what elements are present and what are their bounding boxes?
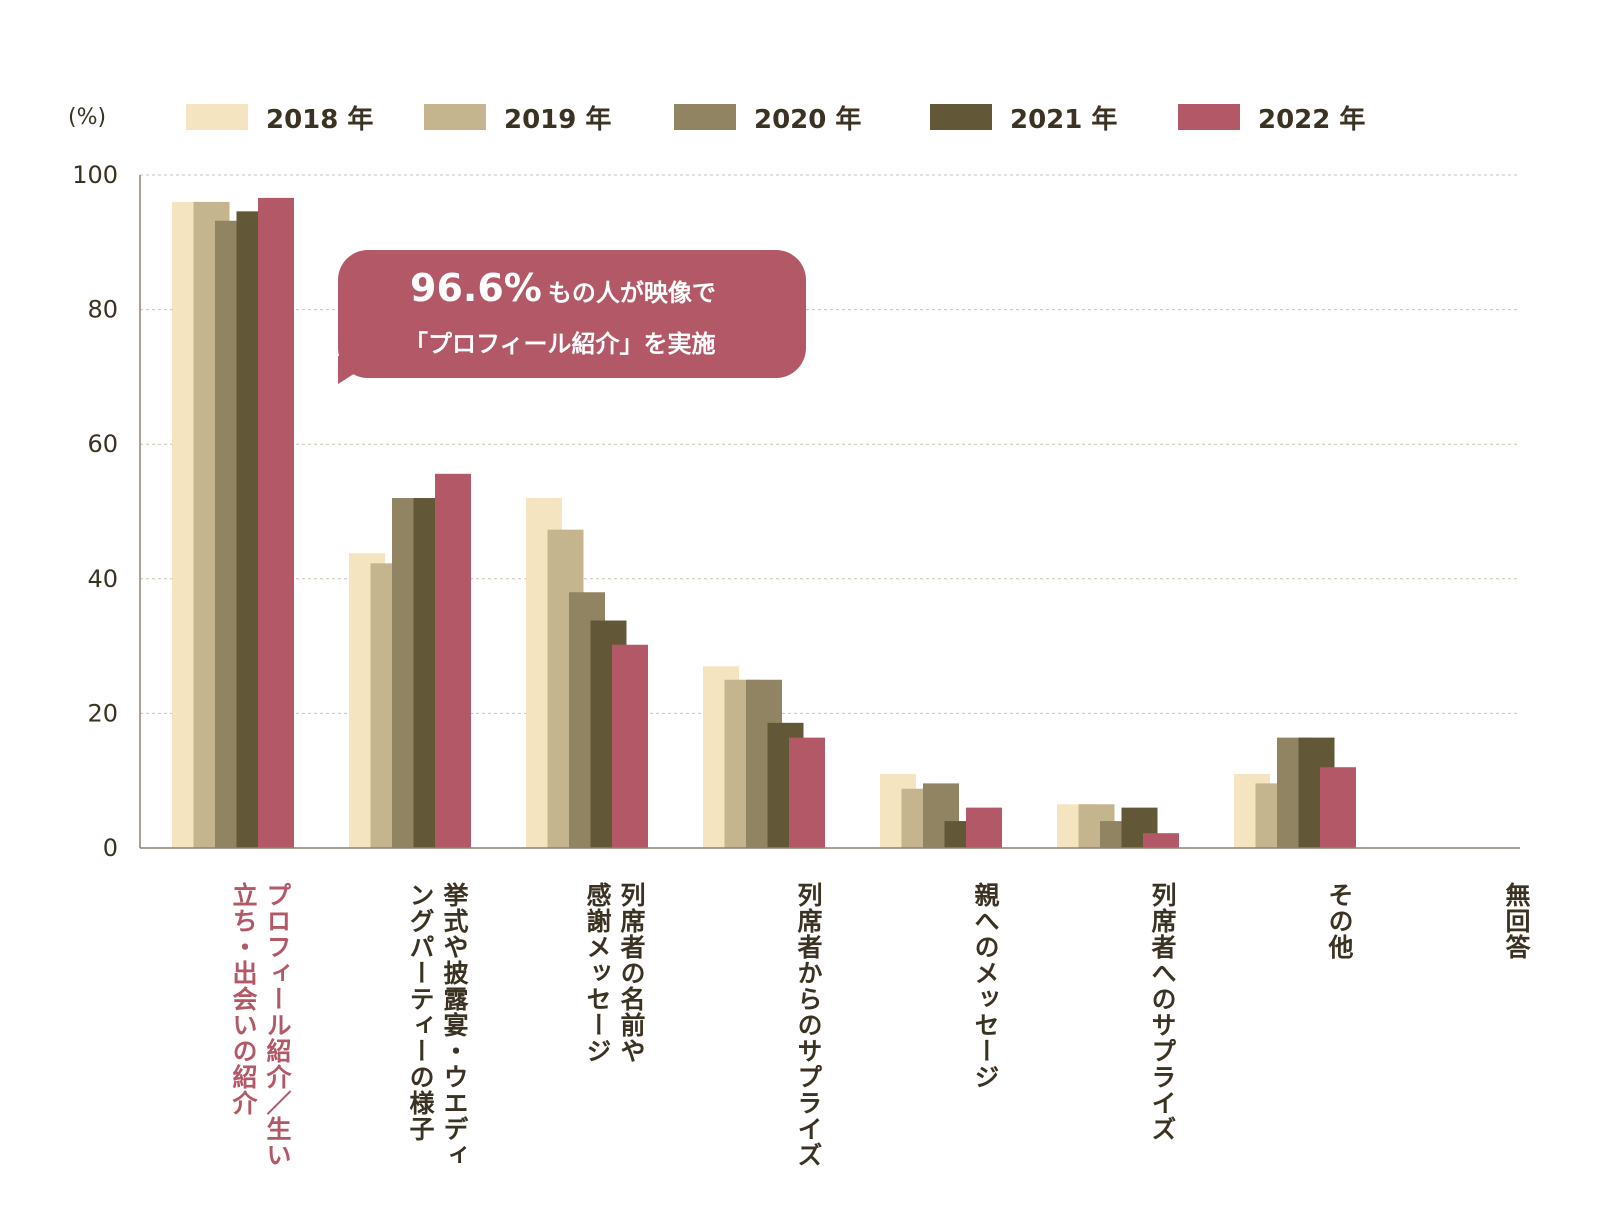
legend-swatch: [424, 104, 486, 130]
legend-label: 2019 年: [504, 104, 611, 135]
category-label: 無回答: [1502, 882, 1531, 960]
y-axis-ticks: 0 20 40 60 80 100: [72, 161, 118, 862]
legend-label: 2022 年: [1258, 104, 1365, 135]
legend-swatch: [674, 104, 736, 130]
category-label: 列席者からのサプライズ: [794, 882, 823, 1168]
bar: [966, 807, 1002, 848]
category-label: その他: [1325, 882, 1354, 960]
callout-body: [338, 250, 806, 378]
y-tick-label: 80: [87, 296, 118, 324]
y-unit-label: (%): [68, 105, 106, 130]
category-label: 列席者の名前や 感謝メッセージ: [583, 882, 646, 1064]
legend-label: 2021 年: [1010, 104, 1117, 135]
legend-swatch: [186, 104, 248, 130]
y-tick-label: 0: [103, 834, 118, 862]
legend: 2018 年 2019 年 2020 年 2021 年 2022 年: [186, 104, 1365, 135]
category-label: 親へのメッセージ: [971, 882, 1000, 1090]
callout-bubble: 96.6% もの人が映像で 「プロフィール紹介」を実施: [338, 250, 806, 384]
legend-label: 2020 年: [754, 104, 861, 135]
category-label: プロフィール紹介／生い 立ち・出会いの紹介: [229, 882, 292, 1168]
y-tick-label: 40: [87, 565, 118, 593]
bar: [1143, 833, 1179, 848]
category-label: 列席者へのサプライズ: [1148, 882, 1177, 1142]
bar: [258, 197, 294, 848]
category-label: 挙式や披露宴・ウエディ ングパーティーの様子: [406, 882, 469, 1168]
y-tick-label: 20: [87, 699, 118, 727]
y-tick-label: 100: [72, 161, 118, 189]
legend-swatch: [1178, 104, 1240, 130]
legend-swatch: [930, 104, 992, 130]
y-tick-label: 60: [87, 430, 118, 458]
callout-line-1: 96.6% もの人が映像で: [410, 266, 716, 310]
bar: [435, 473, 471, 848]
legend-label: 2018 年: [266, 104, 373, 135]
callout-line-1-rest: もの人が映像で: [547, 279, 716, 307]
bar: [789, 737, 825, 848]
bar: [612, 644, 648, 848]
bar: [1320, 767, 1356, 848]
callout-line-2: 「プロフィール紹介」を実施: [404, 330, 716, 358]
callout-value: 96.6%: [410, 266, 542, 310]
bars: [172, 197, 1356, 849]
